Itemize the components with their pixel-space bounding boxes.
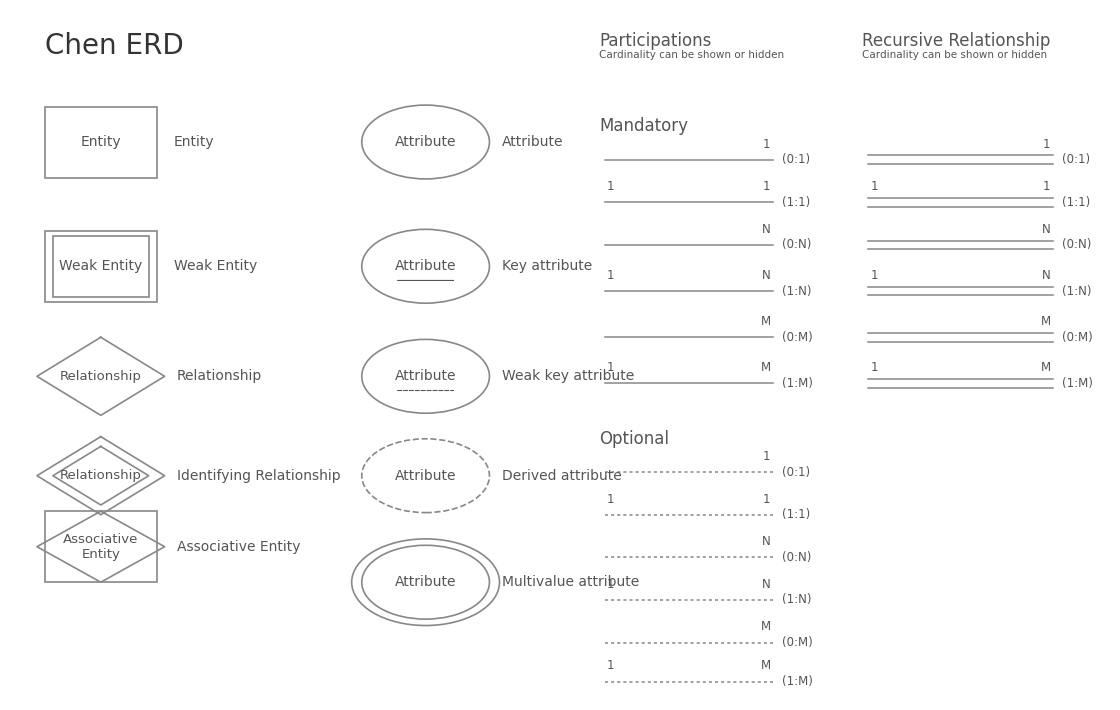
Text: 1: 1 xyxy=(607,180,615,193)
Text: (0:N): (0:N) xyxy=(782,551,811,564)
Text: (1:1): (1:1) xyxy=(782,508,810,521)
Ellipse shape xyxy=(362,105,489,179)
Text: Relationship: Relationship xyxy=(59,370,142,383)
Text: (1:N): (1:N) xyxy=(782,285,811,297)
Text: (1:M): (1:M) xyxy=(782,675,813,688)
Text: Derived attribute: Derived attribute xyxy=(502,469,622,483)
Text: 1: 1 xyxy=(1043,138,1051,151)
Text: Associative Entity: Associative Entity xyxy=(177,540,300,554)
Text: (1:1): (1:1) xyxy=(782,196,810,209)
Text: M: M xyxy=(1040,361,1051,374)
Text: N: N xyxy=(762,578,771,591)
Text: M: M xyxy=(760,621,771,633)
FancyBboxPatch shape xyxy=(45,511,157,582)
Text: 1: 1 xyxy=(870,269,878,282)
Text: (0:M): (0:M) xyxy=(1062,331,1092,344)
Text: N: N xyxy=(762,269,771,282)
Text: Cardinality can be shown or hidden: Cardinality can be shown or hidden xyxy=(599,50,784,60)
Text: Attribute: Attribute xyxy=(395,469,456,483)
Text: Chen ERD: Chen ERD xyxy=(45,32,184,60)
Text: (1:N): (1:N) xyxy=(782,594,811,606)
Text: N: N xyxy=(762,535,771,548)
Text: 1: 1 xyxy=(607,269,615,282)
Text: Entity: Entity xyxy=(174,135,214,149)
Text: (0:N): (0:N) xyxy=(1062,239,1091,251)
Text: (0:1): (0:1) xyxy=(782,466,810,479)
Ellipse shape xyxy=(362,439,489,513)
Text: (1:M): (1:M) xyxy=(782,377,813,390)
Text: 1: 1 xyxy=(763,180,771,193)
Text: Associative
Entity: Associative Entity xyxy=(63,532,139,561)
Ellipse shape xyxy=(362,229,489,303)
Text: (0:M): (0:M) xyxy=(782,636,812,649)
Text: Entity: Entity xyxy=(81,135,121,149)
Text: (0:1): (0:1) xyxy=(1062,153,1090,166)
Text: Attribute: Attribute xyxy=(395,575,456,589)
Text: 1: 1 xyxy=(763,450,771,463)
Ellipse shape xyxy=(362,545,489,619)
Text: N: N xyxy=(762,223,771,236)
Text: M: M xyxy=(760,361,771,374)
Text: Cardinality can be shown or hidden: Cardinality can be shown or hidden xyxy=(862,50,1047,60)
FancyBboxPatch shape xyxy=(45,231,157,302)
Text: Participations: Participations xyxy=(599,32,711,50)
FancyBboxPatch shape xyxy=(45,106,157,178)
Text: 1: 1 xyxy=(607,493,615,506)
Text: 1: 1 xyxy=(763,138,771,151)
Text: Attribute: Attribute xyxy=(395,259,456,273)
Text: (0:M): (0:M) xyxy=(782,331,812,344)
Text: Attribute: Attribute xyxy=(502,135,563,149)
Text: Relationship: Relationship xyxy=(177,369,262,383)
Text: Multivalue attribute: Multivalue attribute xyxy=(502,575,640,589)
Text: Attribute: Attribute xyxy=(395,135,456,149)
Text: M: M xyxy=(1040,315,1051,328)
Text: Mandatory: Mandatory xyxy=(599,117,688,135)
Text: (1:1): (1:1) xyxy=(1062,196,1090,209)
Ellipse shape xyxy=(352,539,500,626)
Ellipse shape xyxy=(362,339,489,413)
Text: M: M xyxy=(760,315,771,328)
Text: Key attribute: Key attribute xyxy=(502,259,592,273)
Text: M: M xyxy=(760,660,771,672)
Text: Weak Entity: Weak Entity xyxy=(174,259,256,273)
Text: N: N xyxy=(1042,269,1051,282)
Text: 1: 1 xyxy=(607,361,615,374)
Text: Weak key attribute: Weak key attribute xyxy=(502,369,634,383)
Text: 1: 1 xyxy=(607,660,615,672)
Text: Weak Entity: Weak Entity xyxy=(59,259,142,273)
Text: Identifying Relationship: Identifying Relationship xyxy=(177,469,340,483)
FancyBboxPatch shape xyxy=(53,236,149,297)
Text: Recursive Relationship: Recursive Relationship xyxy=(862,32,1051,50)
Text: Attribute: Attribute xyxy=(395,369,456,383)
Text: 1: 1 xyxy=(1043,180,1051,193)
Text: Optional: Optional xyxy=(599,430,670,447)
Text: 1: 1 xyxy=(870,361,878,374)
Text: 1: 1 xyxy=(763,493,771,506)
Text: 1: 1 xyxy=(607,578,615,591)
Text: (0:1): (0:1) xyxy=(782,153,810,166)
Text: (1:N): (1:N) xyxy=(1062,285,1091,297)
Text: Relationship: Relationship xyxy=(59,469,142,482)
Text: (0:N): (0:N) xyxy=(782,239,811,251)
Text: 1: 1 xyxy=(870,180,878,193)
Text: (1:M): (1:M) xyxy=(1062,377,1093,390)
Text: N: N xyxy=(1042,223,1051,236)
